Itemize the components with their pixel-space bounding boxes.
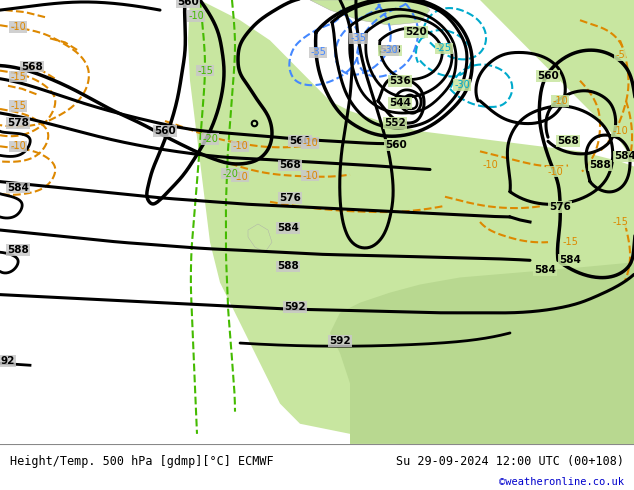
Text: -15: -15 [10, 101, 26, 111]
Text: -15: -15 [10, 72, 26, 82]
Text: 528: 528 [379, 46, 401, 55]
Text: -10: -10 [482, 160, 498, 171]
Text: -35: -35 [310, 48, 326, 57]
Text: -20: -20 [202, 134, 218, 144]
Text: 544: 544 [389, 98, 411, 108]
Text: Su 29-09-2024 12:00 UTC (00+108): Su 29-09-2024 12:00 UTC (00+108) [396, 455, 624, 468]
Text: -30: -30 [382, 46, 398, 55]
Text: -20: -20 [222, 169, 238, 178]
Text: 584: 584 [534, 266, 556, 275]
Polygon shape [248, 224, 272, 252]
Polygon shape [330, 262, 634, 444]
Polygon shape [310, 0, 430, 25]
Text: 560: 560 [177, 0, 199, 7]
Text: 576: 576 [279, 193, 301, 203]
Text: -15: -15 [197, 66, 213, 75]
Text: 592: 592 [329, 336, 351, 346]
Text: 560: 560 [289, 136, 311, 146]
Text: -10: -10 [10, 141, 26, 151]
Text: -5: -5 [615, 50, 625, 60]
Text: -30: -30 [454, 80, 470, 90]
Text: 588: 588 [7, 245, 29, 255]
Text: 568: 568 [21, 62, 43, 72]
Text: 568: 568 [557, 136, 579, 146]
Text: -10: -10 [612, 126, 628, 136]
Text: -10: -10 [302, 171, 318, 180]
Text: 560: 560 [385, 140, 407, 150]
Text: -10: -10 [302, 138, 318, 148]
Text: 584: 584 [277, 223, 299, 233]
Text: ©weatheronline.co.uk: ©weatheronline.co.uk [500, 477, 624, 487]
Text: -10: -10 [547, 167, 563, 176]
Text: 584: 584 [559, 255, 581, 265]
Text: 588: 588 [277, 261, 299, 271]
Text: 588: 588 [589, 160, 611, 171]
Text: 552: 552 [384, 118, 406, 128]
Text: -15: -15 [562, 237, 578, 247]
Text: 92: 92 [1, 356, 15, 366]
Text: 578: 578 [7, 118, 29, 128]
Text: -15: -15 [612, 217, 628, 227]
Text: 536: 536 [389, 76, 411, 86]
Text: -35: -35 [350, 33, 366, 43]
Text: 584: 584 [614, 151, 634, 161]
Text: -10: -10 [188, 11, 204, 21]
Text: 584: 584 [7, 183, 29, 193]
Text: -10: -10 [552, 96, 568, 106]
Text: -25: -25 [436, 44, 452, 53]
Text: 520: 520 [405, 27, 427, 37]
Text: -10: -10 [232, 172, 248, 182]
Text: 568: 568 [279, 160, 301, 171]
Text: -10: -10 [232, 141, 248, 151]
Text: 576: 576 [549, 202, 571, 212]
Text: 560: 560 [537, 71, 559, 81]
Polygon shape [188, 0, 634, 444]
Polygon shape [480, 0, 634, 161]
Text: 592: 592 [284, 302, 306, 312]
Text: 560: 560 [154, 126, 176, 136]
Text: -10: -10 [10, 22, 26, 32]
Text: Height/Temp. 500 hPa [gdmp][°C] ECMWF: Height/Temp. 500 hPa [gdmp][°C] ECMWF [10, 455, 273, 468]
